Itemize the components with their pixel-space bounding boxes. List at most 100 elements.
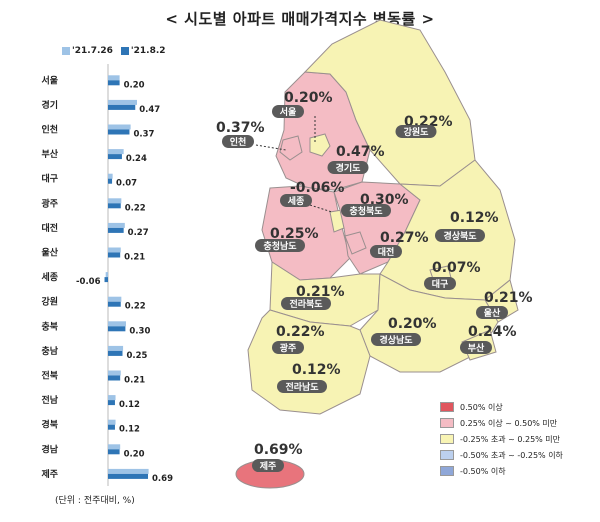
map-legend-item: -0.25% 초과 ~ 0.25% 미만: [440, 431, 563, 447]
map-legend-label: 0.25% 이상 ~ 0.50% 미만: [460, 418, 558, 428]
region-label-pill: [281, 297, 331, 310]
bar-2: [104, 277, 108, 283]
region-value: 0.22%: [276, 324, 325, 340]
bar-1: [108, 173, 113, 179]
data-label: -0.06: [76, 277, 101, 287]
region-seoul: [309, 133, 331, 157]
legend-item-series2: '21.8.2: [120, 46, 166, 56]
region-value: 0.69%: [254, 442, 303, 458]
map-legend-swatch: [440, 418, 454, 428]
data-label: 0.25: [127, 351, 148, 361]
data-label: 0.20: [124, 449, 145, 459]
bar-2: [108, 104, 136, 110]
legend-swatch-series2: [120, 47, 129, 55]
region-label: 대전: [378, 246, 395, 258]
bar-2: [108, 350, 123, 356]
category-label: 대전: [41, 222, 58, 234]
category-label: 대구: [41, 173, 58, 185]
region-label-pill: [424, 277, 456, 290]
bar-2: [108, 473, 149, 479]
region-label-pill: [435, 229, 485, 242]
bar-1: [108, 296, 122, 302]
data-label: 0.21: [124, 376, 145, 386]
region-label: 경상북도: [443, 230, 477, 242]
region-value: 0.37%: [216, 120, 265, 136]
legend-swatch-series1: [62, 47, 70, 55]
region-label-pill: [222, 135, 254, 148]
region-label-pill: [272, 341, 304, 354]
region-label-pill: [327, 161, 369, 174]
bar-1: [108, 75, 120, 81]
page-title: < 시도별 아파트 매매가격지수 변동률 >: [165, 10, 435, 28]
bar-1: [108, 419, 116, 425]
region-value: 0.21%: [484, 290, 533, 306]
region-label: 강원도: [404, 126, 430, 138]
category-label: 전북: [41, 370, 58, 382]
map-legend-item: -0.50% 이하: [440, 463, 563, 479]
bar-2: [108, 375, 121, 381]
chart-legend: '21.7.26 '21.8.2: [62, 46, 166, 56]
bar-2: [108, 154, 122, 160]
region-label: 충청남도: [263, 240, 297, 252]
category-label: 경기: [41, 99, 58, 111]
bar-chart: 서울 0.20 경기 0.47 인천 0.37 부산 0.24 대구 0.07 광주 0.22 대전 0.…: [41, 64, 173, 486]
region-label: 세종: [288, 195, 305, 207]
category-label: 충남: [41, 345, 58, 357]
bar-1: [108, 468, 149, 474]
bar-1: [108, 124, 131, 130]
category-label: 광주: [41, 197, 58, 209]
category-label: 경북: [41, 419, 58, 431]
region-label-pill: [370, 245, 402, 258]
region-value: 0.24%: [468, 324, 517, 340]
bar-2: [108, 400, 115, 406]
map-legend: 0.50% 이상 0.25% 이상 ~ 0.50% 미만 -0.25% 초과 ~ 0…: [440, 399, 563, 479]
bar-2: [108, 424, 115, 430]
bar-1: [108, 149, 124, 155]
map-legend-item: -0.50% 초과 ~ -0.25% 이하: [440, 447, 563, 463]
region-value: 0.27%: [380, 230, 429, 246]
region-label: 울산: [484, 307, 501, 319]
data-label: 0.47: [139, 105, 160, 115]
category-label: 제주: [41, 468, 58, 480]
bar-1: [108, 198, 122, 204]
region-value: 0.20%: [388, 316, 437, 332]
region-incheon: [279, 135, 303, 161]
region-label-pill: [341, 204, 391, 217]
bar-1: [108, 444, 121, 450]
bar-2: [108, 252, 121, 258]
data-label: 0.22: [125, 203, 146, 213]
region-label: 전라남도: [285, 381, 319, 393]
region-label: 대구: [432, 278, 449, 290]
map-legend-label: -0.50% 이하: [460, 466, 506, 476]
bar-1: [108, 247, 121, 253]
region-value: 0.20%: [284, 90, 333, 106]
map-legend-swatch: [440, 450, 454, 460]
region-label: 경상남도: [379, 334, 413, 346]
map-legend-item: 0.25% 이상 ~ 0.50% 미만: [440, 415, 563, 431]
data-label: 0.21: [124, 253, 145, 263]
region-label: 인천: [230, 137, 247, 148]
bar-1: [108, 321, 126, 327]
data-label: 0.22: [125, 302, 146, 312]
legend-label-series1: '21.7.26: [72, 46, 113, 56]
region-label: 충청북도: [349, 205, 383, 217]
map-legend-label: -0.50% 초과 ~ -0.25% 이하: [460, 450, 563, 460]
region-label-pill: [277, 380, 327, 393]
map-legend-swatch: [440, 434, 454, 444]
region-value: 0.21%: [296, 284, 345, 300]
category-label: 전남: [41, 394, 58, 406]
map-legend-label: -0.25% 초과 ~ 0.25% 미만: [460, 434, 561, 444]
data-label: 0.12: [119, 400, 140, 410]
bar-2: [108, 178, 113, 184]
bar-2: [108, 449, 120, 455]
bar-2: [108, 203, 121, 209]
bar-1: [105, 272, 108, 278]
data-label: 0.24: [126, 154, 147, 164]
region-value: 0.47%: [336, 144, 385, 160]
region-label: 부산: [468, 342, 485, 354]
category-label: 강원: [41, 296, 58, 308]
region-value: 0.25%: [270, 226, 319, 242]
bar-1: [108, 370, 121, 376]
map-legend-item: 0.50% 이상: [440, 399, 563, 415]
